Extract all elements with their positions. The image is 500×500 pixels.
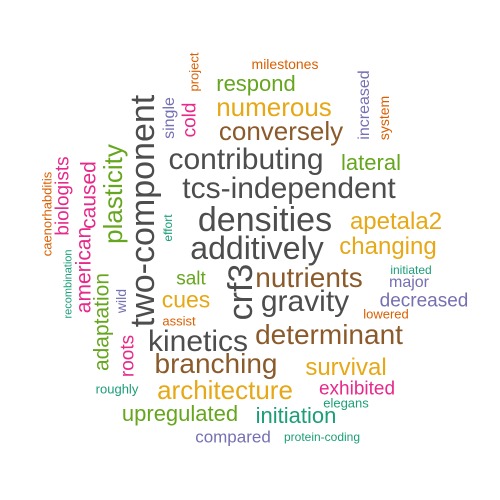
word-wild: wild (113, 288, 129, 314)
word-exhibited: exhibited (318, 378, 396, 400)
word-cold: cold (179, 102, 201, 138)
word-conversely: conversely (218, 116, 344, 146)
word-tcs-independent: tcs-independent (182, 172, 396, 205)
word-roughly: roughly (95, 381, 139, 397)
word-determinant: determinant (255, 319, 403, 350)
word-elegans: elegans (323, 395, 369, 411)
word-branching: branching (154, 348, 278, 379)
word-kinetics: kinetics (147, 325, 249, 358)
word-cues: cues (161, 286, 211, 313)
word-survival: survival (305, 354, 387, 381)
word-adaptation: adaptation (90, 272, 114, 372)
word-single: single (161, 97, 178, 139)
word-roots: roots (117, 334, 139, 378)
word-densities: densities (197, 201, 333, 239)
word-additively: additively (190, 230, 324, 266)
word-initiated: initiated (390, 263, 432, 277)
word-nutrients: nutrients (255, 262, 363, 293)
word-effort: effort (161, 214, 175, 242)
word-caused: caused (77, 161, 101, 229)
word-decreased: decreased (379, 290, 469, 312)
word-numerous: numerous (216, 92, 332, 122)
word-assist: assist (162, 313, 196, 329)
word-plasticity: plasticity (98, 144, 128, 244)
word-crf3: crf3 (222, 263, 260, 321)
word-project: project (186, 52, 202, 92)
word-caenorhabditis: caenorhabditis (39, 171, 55, 257)
word-two-component: two-component (124, 94, 162, 328)
word-major: major (388, 274, 430, 291)
word-apetala2: apetala2 (349, 208, 443, 235)
word-upregulated: upregulated (121, 401, 239, 426)
word-architecture: architecture (157, 375, 293, 405)
word-initiation: initiation (255, 403, 337, 428)
word-compared: compared (195, 427, 271, 447)
word-respond: respond (216, 71, 296, 96)
word-biologists: biologists (52, 156, 74, 236)
word-salt: salt (176, 268, 206, 290)
word-lowered: lowered (363, 306, 409, 322)
word-changing: changing (339, 233, 437, 260)
word-gravity: gravity (260, 285, 350, 318)
word-milestones: milestones (251, 56, 319, 72)
word-protein-coding: protein-coding (283, 430, 361, 444)
word-increased: increased (356, 70, 373, 140)
word-recombination: recombination (62, 249, 75, 319)
word-lateral: lateral (341, 150, 401, 175)
word-system: system (376, 95, 392, 141)
word-contributing: contributing (168, 143, 324, 176)
